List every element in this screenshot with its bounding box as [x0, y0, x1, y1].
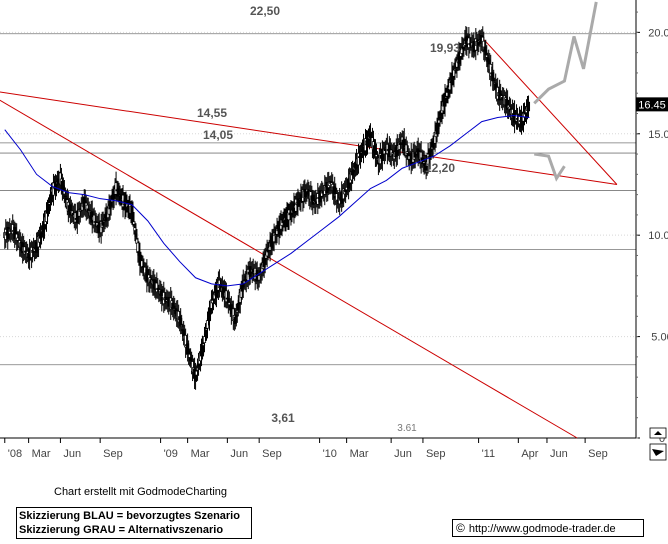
x-tick-label-5: Mar [191, 448, 210, 460]
x-tick-label-9: Mar [350, 448, 369, 460]
y-tick-label-3: 15.00 [648, 129, 668, 141]
price-chart: 0 5.00 10.00 15.00 20.00 '08 Mar Jun Sep '09 Mar Ju… [0, 0, 668, 461]
x-tick-label-0: '08 [8, 448, 22, 460]
x-tick-label-12: '11 [482, 448, 496, 460]
scenario-legend: Skizzierung BLAU = bevorzugtes Szenario … [16, 507, 252, 539]
source-link[interactable]: © http://www.godmode-trader.de [452, 519, 644, 537]
scenario-down-path [534, 152, 566, 182]
scenario-up-path [533, 1, 598, 105]
candle-body-527 [526, 101, 531, 112]
copyright-icon: © [456, 521, 465, 535]
last-price-label: 16.45 [638, 99, 666, 111]
source-url[interactable]: http://www.godmode-trader.de [468, 523, 616, 535]
x-tick-label-11: Sep [426, 448, 446, 460]
trendline-2 [478, 33, 618, 185]
annotation-14-55: 14,55 [197, 106, 227, 120]
x-tick-label-4: '09 [164, 448, 178, 460]
y-tick-label-1: 5.00 [651, 332, 668, 344]
x-tick-label-2: Jun [63, 448, 81, 460]
annotation-14-05: 14,05 [203, 128, 233, 142]
y-tick-label-0: 0 [659, 433, 665, 445]
x-tick-label-14: Jun [550, 448, 568, 460]
annotation-3-61: 3,61 [271, 411, 295, 425]
scroll-arrow-icon [652, 449, 664, 456]
chart-credit: Chart erstellt mit GodmodeCharting [54, 486, 228, 498]
x-tick-label-8: '10 [323, 448, 337, 460]
annotation-3-61-small: 3.61 [397, 423, 417, 434]
last-price-tag [636, 97, 668, 112]
x-tick-label-3: Sep [103, 448, 123, 460]
x-tick-label-1: Mar [32, 448, 51, 460]
x-tick-label-6: Jun [230, 448, 248, 460]
y-tick-label-2: 10.00 [648, 230, 668, 242]
annotation-22-50: 22,50 [250, 4, 280, 18]
trendline-1 [0, 99, 578, 439]
legend-grey-line: Skizzierung GRAU = Alternativszenario [19, 524, 224, 536]
legend-blue-line: Skizzierung BLAU = bevorzugtes Szenario [19, 510, 240, 522]
x-tick-label-13: Apr [521, 448, 538, 460]
x-tick-label-15: Sep [588, 448, 608, 460]
annotation-12-20: 12,20 [425, 161, 455, 175]
trendline-0 [0, 91, 617, 185]
y-tick-label-4: 20.00 [648, 27, 668, 39]
annotation-19-93: 19,93 [430, 41, 460, 55]
scroll-up-icon [654, 431, 662, 435]
x-tick-label-7: Sep [262, 448, 282, 460]
moving-average-line [4, 115, 530, 287]
x-tick-label-10: Jun [394, 448, 412, 460]
